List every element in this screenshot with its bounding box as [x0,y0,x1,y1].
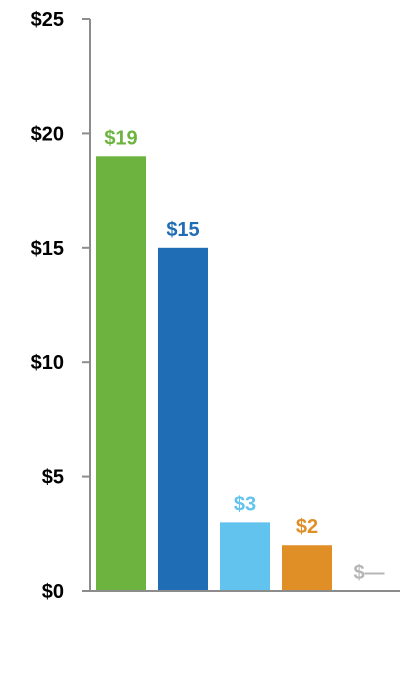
y-tick-label: $25 [31,9,64,31]
y-tick-label: $20 [31,123,64,145]
data-label: $19 [104,127,137,149]
bar [220,522,270,591]
bars [96,156,332,592]
y-tick-label: $0 [42,581,64,603]
y-tick-label: $10 [31,352,64,374]
y-tick-label: $5 [42,467,64,489]
bar [158,247,208,592]
data-labels: $19 $15 $3 $2 $— [104,127,384,584]
data-label: $3 [234,493,256,515]
y-axis-ticks: $0 $5 $10 $15 $20 $25 [31,9,90,603]
bar [282,545,332,591]
data-label: $15 [166,219,199,241]
data-label: $2 [296,516,318,538]
y-tick-label: $15 [31,238,64,260]
data-label: $— [353,562,384,584]
bar [96,156,146,591]
